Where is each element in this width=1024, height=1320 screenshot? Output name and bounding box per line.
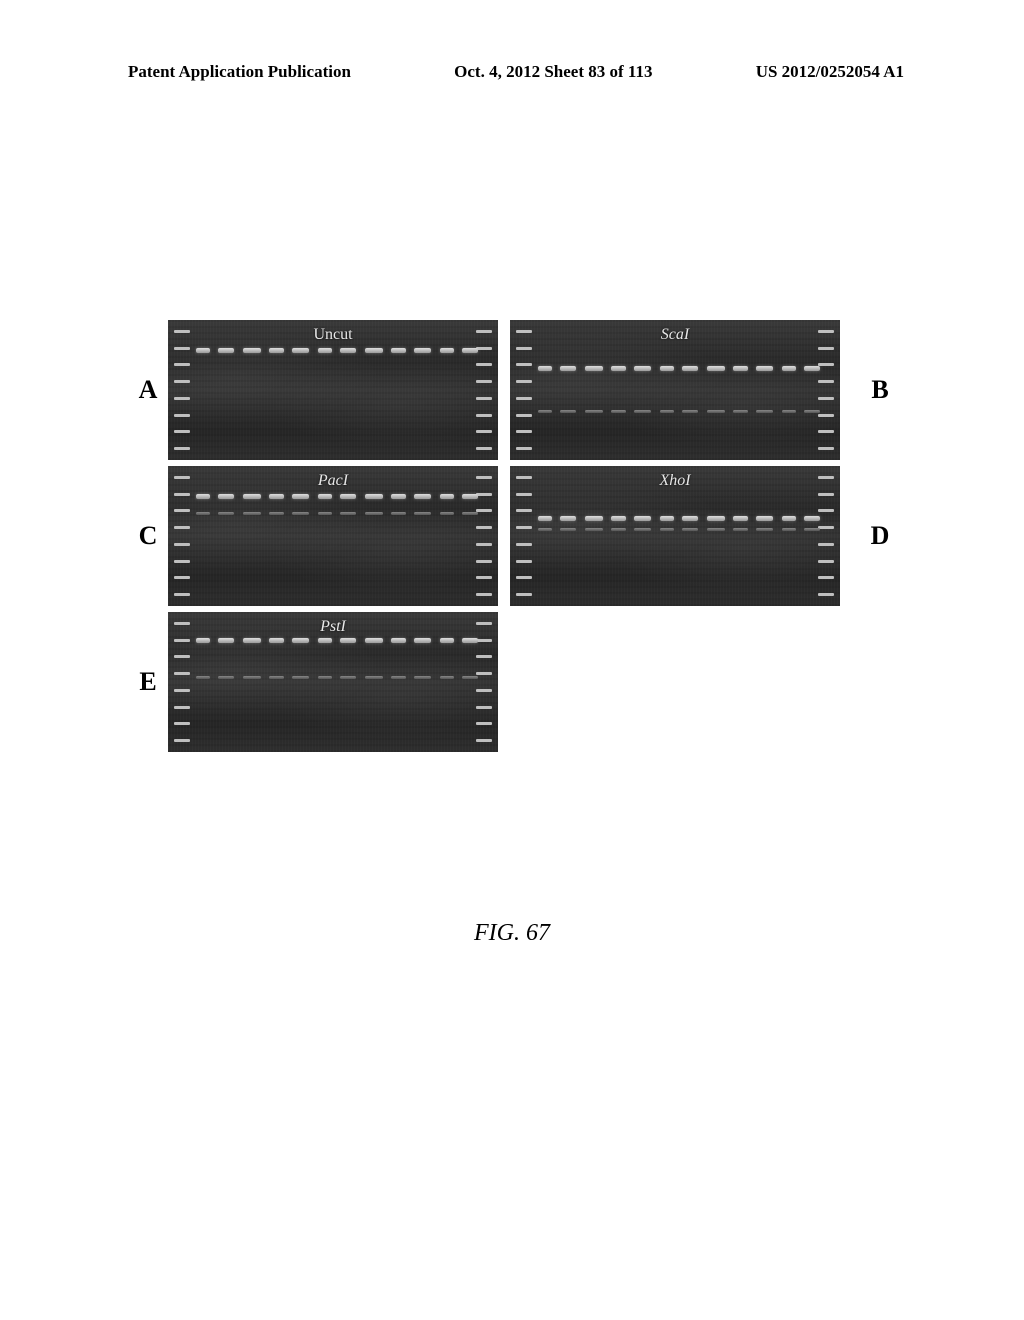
ladder-right-D [818,476,834,596]
ladder-left-E [174,622,190,742]
gel-pair-2: PacI XhoI [168,466,860,606]
gel-panel-A: Uncut [168,320,498,460]
ladder-right-A [476,330,492,450]
gel-panel-E: PstI [168,612,498,752]
gel-pair-3: PstI [168,612,860,752]
panel-label-A: A [128,375,168,405]
ladder-left-C [174,476,190,596]
ladder-left-D [516,476,532,596]
empty-panel-slot [510,612,840,752]
header-center: Oct. 4, 2012 Sheet 83 of 113 [454,62,652,82]
band-row-D2 [538,528,820,531]
gel-row-3: E PstI [128,612,900,752]
gel-title-B: ScaI [510,326,840,344]
gel-row-2: C PacI XhoI D [128,466,900,606]
gel-panel-B: ScaI [510,320,840,460]
band-row-E2 [196,676,478,679]
panel-label-C: C [128,521,168,551]
gel-title-D: XhoI [510,472,840,490]
band-row-C2 [196,512,478,515]
band-row-D1 [538,516,820,521]
band-row-A1 [196,348,478,353]
page: Patent Application Publication Oct. 4, 2… [0,0,1024,1320]
gel-row-1: A Uncut ScaI B [128,320,900,460]
ladder-left-B [516,330,532,450]
header-left: Patent Application Publication [128,62,351,82]
band-row-C1 [196,494,478,499]
page-header: Patent Application Publication Oct. 4, 2… [0,62,1024,82]
ladder-left-A [174,330,190,450]
band-row-B1 [538,366,820,371]
ladder-right-B [818,330,834,450]
ladder-right-C [476,476,492,596]
band-row-E1 [196,638,478,643]
gel-title-A: Uncut [168,326,498,344]
gel-panel-C: PacI [168,466,498,606]
figure-caption: FIG. 67 [0,920,1024,947]
ladder-right-E [476,622,492,742]
gel-panel-D: XhoI [510,466,840,606]
header-right: US 2012/0252054 A1 [756,62,904,82]
gel-title-E: PstI [168,618,498,636]
panel-label-D: D [860,521,900,551]
gel-title-C: PacI [168,472,498,490]
band-row-B2 [538,410,820,413]
figure-67: A Uncut ScaI B [128,320,900,758]
panel-label-B: B [860,375,900,405]
gel-pair-1: Uncut ScaI [168,320,860,460]
panel-label-E: E [128,667,168,697]
